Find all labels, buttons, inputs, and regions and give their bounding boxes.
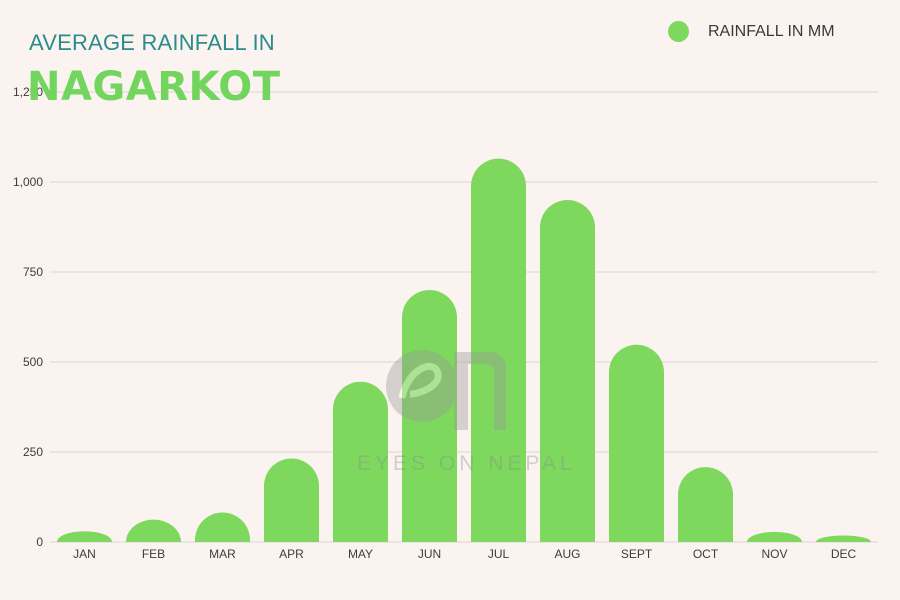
x-tick-label: APR — [279, 547, 304, 561]
bar-apr — [264, 458, 319, 542]
x-tick-label: JUL — [488, 547, 510, 561]
y-tick-label: 1,000 — [13, 175, 43, 189]
bar-jan — [57, 531, 112, 542]
legend: RAINFALL IN MM — [668, 21, 835, 42]
x-tick-label: MAR — [209, 547, 236, 561]
x-tick-label: NOV — [761, 547, 787, 561]
bar-sept — [609, 344, 664, 542]
bar-oct — [678, 467, 733, 542]
legend-swatch — [668, 21, 689, 42]
y-tick-label: 0 — [36, 535, 43, 549]
x-tick-label: JUN — [418, 547, 441, 561]
y-tick-label: 1,250 — [13, 85, 43, 99]
x-tick-label: OCT — [693, 547, 719, 561]
bars — [57, 158, 871, 542]
y-tick-label: 750 — [23, 265, 43, 279]
bar-aug — [540, 200, 595, 542]
bar-may — [333, 381, 388, 542]
x-tick-label: JAN — [73, 547, 96, 561]
y-tick-label: 250 — [23, 445, 43, 459]
chart-title-line1: AVERAGE RAINFALL IN — [29, 30, 275, 55]
bar-nov — [747, 531, 802, 542]
bar-jun — [402, 290, 457, 542]
chart-title-line2: NAGARKOT — [27, 64, 281, 110]
bar-feb — [126, 519, 181, 542]
x-tick-label: MAY — [348, 547, 373, 561]
bar-dec — [816, 535, 871, 542]
x-tick-label: DEC — [831, 547, 857, 561]
grid-lines — [50, 91, 878, 543]
watermark-logo-icon — [386, 350, 506, 430]
x-tick-label: SEPT — [621, 547, 653, 561]
bar-jul — [471, 158, 526, 542]
x-category-labels: JAN FEB MAR APR MAY JUN JUL AUG SEPT OCT NOV DEC — [73, 547, 856, 561]
y-tick-label: 500 — [23, 355, 43, 369]
watermark-text: EYES ON NEPAL — [357, 452, 576, 475]
x-tick-label: AUG — [554, 547, 580, 561]
bar-mar — [195, 512, 250, 542]
x-tick-label: FEB — [142, 547, 165, 561]
legend-label: RAINFALL IN MM — [708, 22, 835, 40]
y-tick-labels: 0 250 500 750 1,000 1,250 — [13, 85, 43, 549]
